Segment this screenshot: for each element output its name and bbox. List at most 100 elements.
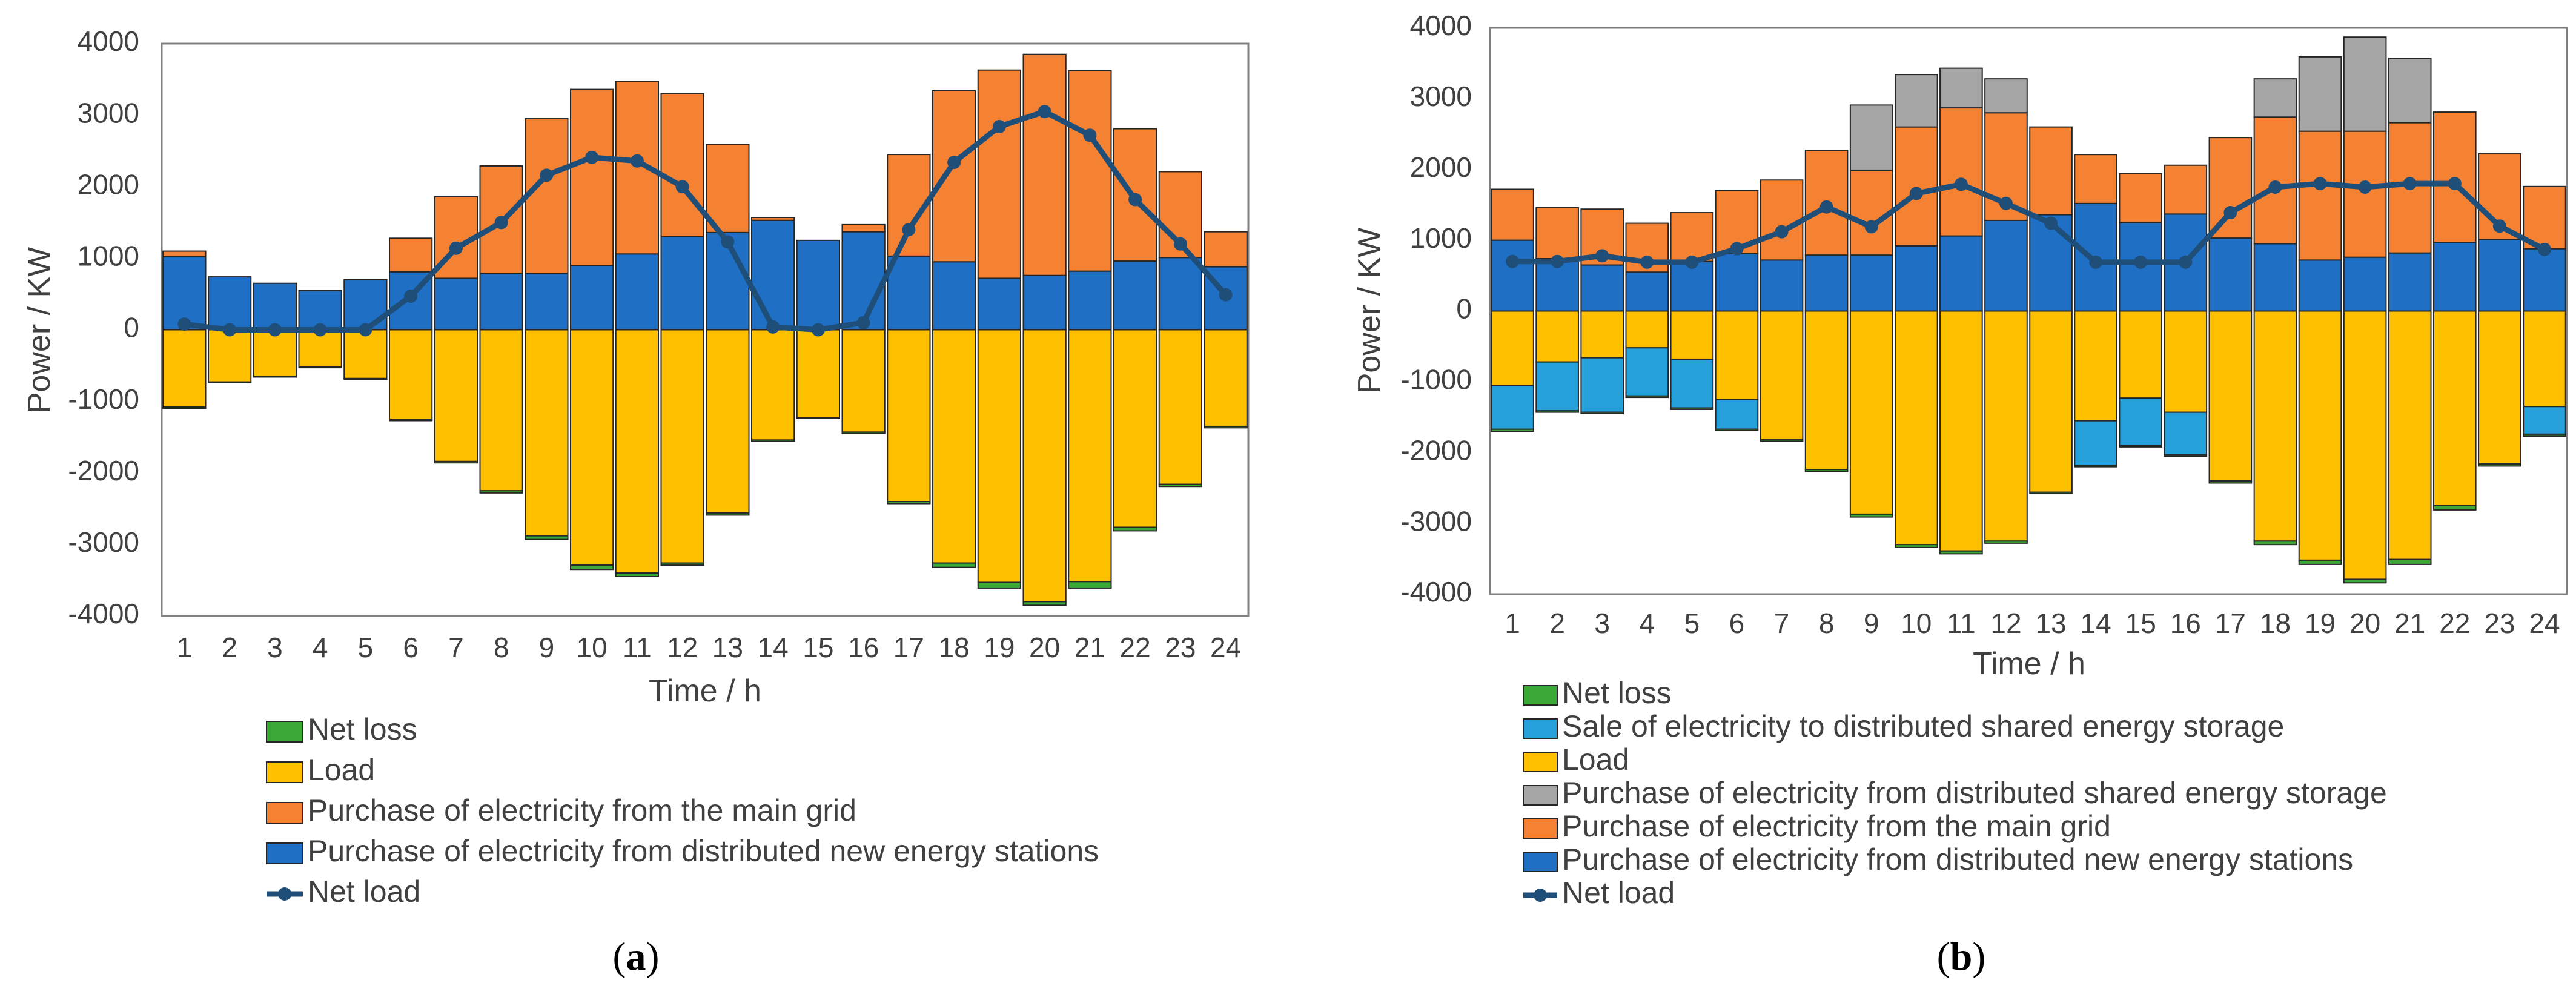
y-tick-label: -3000	[1400, 505, 1472, 537]
y-tick-label: -1000	[1400, 364, 1472, 396]
legend-label: Purchase of electricity from distributed…	[1562, 842, 2353, 876]
bar-new-energy	[2388, 252, 2432, 312]
y-axis-label-a: Power / KW	[22, 247, 57, 414]
x-tick-label: 2	[1549, 607, 1565, 639]
bar-net-loss	[162, 406, 207, 409]
bar-net-loss	[1760, 439, 1804, 442]
bar-net-loss	[253, 376, 297, 378]
x-tick-label: 24	[1210, 632, 1241, 663]
bar-net-loss	[2478, 463, 2521, 467]
net-load-point	[2358, 180, 2372, 194]
bar-net-loss	[2119, 445, 2163, 448]
bar-shared-purchase	[1984, 78, 2028, 114]
bar-load	[1715, 310, 1759, 400]
net-load-series-line	[184, 108, 1228, 333]
bar-load	[1894, 310, 1938, 546]
net-load-point	[177, 317, 191, 331]
bar-load	[2343, 310, 2387, 580]
x-tick-label: 14	[2081, 607, 2111, 639]
y-tick-label: 4000	[78, 25, 139, 57]
x-tick-label: 13	[712, 632, 743, 663]
bar-new-energy	[615, 253, 660, 331]
bar-load	[1022, 329, 1067, 603]
bar-load	[2208, 310, 2253, 482]
bar-load	[932, 329, 976, 564]
bar-new-energy	[253, 282, 297, 331]
legend-swatch	[1523, 818, 1558, 839]
bar-shared-purchase	[2388, 58, 2432, 124]
bar-load	[1849, 310, 1893, 515]
bar-new-energy	[750, 219, 795, 331]
legend-item-new-energy: Purchase of electricity from distributed…	[1523, 842, 2353, 876]
bar-new-energy	[343, 279, 388, 331]
bar-load	[2164, 310, 2208, 413]
x-tick-label: 8	[494, 632, 509, 663]
bar-new-energy	[207, 276, 252, 331]
x-tick-label: 14	[758, 632, 789, 663]
bar-new-energy	[1804, 254, 1849, 312]
y-tick-label: 2000	[1410, 151, 1472, 183]
x-tick-label: 20	[1029, 632, 1060, 663]
legend-item-load: Load	[266, 753, 375, 787]
bar-main-grid	[1894, 126, 1938, 247]
x-tick-label: 7	[1774, 607, 1790, 639]
bar-load	[887, 329, 931, 502]
bar-shared-sale	[1580, 357, 1624, 413]
x-tick-label: 16	[848, 632, 879, 663]
x-tick-label: 12	[1990, 607, 2021, 639]
legend-item-net-load: Net load	[267, 875, 420, 909]
bar-main-grid	[569, 88, 614, 266]
x-tick-label: 12	[667, 632, 698, 663]
y-tick-label: 0	[124, 312, 139, 343]
net-load-point	[992, 120, 1006, 134]
x-tick-label: 4	[1639, 607, 1655, 639]
net-load-point	[766, 320, 780, 334]
bar-load	[1068, 329, 1112, 583]
legend-item-shared-purchase: Purchase of electricity from distributed…	[1523, 776, 2387, 810]
net-load-point	[2223, 206, 2237, 220]
bar-net-loss	[2388, 558, 2432, 565]
bar-new-energy	[2343, 256, 2387, 312]
legend-swatch-marker	[278, 887, 291, 901]
bar-new-energy	[2208, 237, 2253, 312]
bar-net-loss	[298, 366, 342, 369]
x-tick-label: 2	[222, 632, 237, 663]
x-tick-label: 23	[2484, 607, 2515, 639]
bar-new-energy	[1715, 253, 1759, 312]
x-tick-label: 22	[1120, 632, 1151, 663]
bar-shared-sale	[1491, 385, 1534, 430]
net-load-point	[585, 150, 599, 164]
x-tick-labels-a: 1 2 3 4 5 6 7 8 9 10 11 12 13 14 15 16 17 18 19 20 21 22 23 24	[177, 632, 1242, 663]
legend-label: Net loss	[1562, 676, 1672, 710]
bar-net-loss	[706, 512, 750, 516]
bar-main-grid	[1939, 107, 1983, 237]
legend-swatch	[1523, 785, 1558, 806]
x-tick-label: 10	[577, 632, 608, 663]
bar-load	[207, 329, 252, 383]
y-tick-label: 1000	[78, 240, 139, 272]
legend-label: Purchase of electricity from the main gr…	[308, 793, 856, 827]
bar-load	[2298, 310, 2342, 561]
y-tick-label: -4000	[68, 598, 139, 629]
net-load-point	[1909, 187, 1923, 200]
bar-new-energy	[2074, 202, 2117, 312]
bar-net-loss	[1158, 483, 1203, 488]
bar-load	[2029, 310, 2073, 493]
bar-net-loss	[207, 381, 252, 383]
y-tick-label: -4000	[1400, 576, 1472, 607]
x-tick-label: 13	[2035, 607, 2066, 639]
bar-load	[1204, 329, 1248, 427]
bar-new-energy	[887, 255, 931, 331]
bar-new-energy	[1849, 254, 1893, 312]
bar-shared-sale	[2164, 411, 2208, 455]
bar-main-grid	[2343, 130, 2387, 258]
bar-load	[750, 329, 795, 441]
net-load-point	[1128, 193, 1142, 207]
bar-net-loss	[1670, 407, 1714, 410]
net-load-series-line	[1512, 180, 2546, 265]
legend-swatch	[266, 721, 303, 743]
y-tick-label: 3000	[1410, 81, 1472, 112]
bar-new-energy	[1158, 257, 1203, 331]
net-load-point	[1038, 105, 1051, 119]
bar-net-loss	[841, 431, 886, 434]
